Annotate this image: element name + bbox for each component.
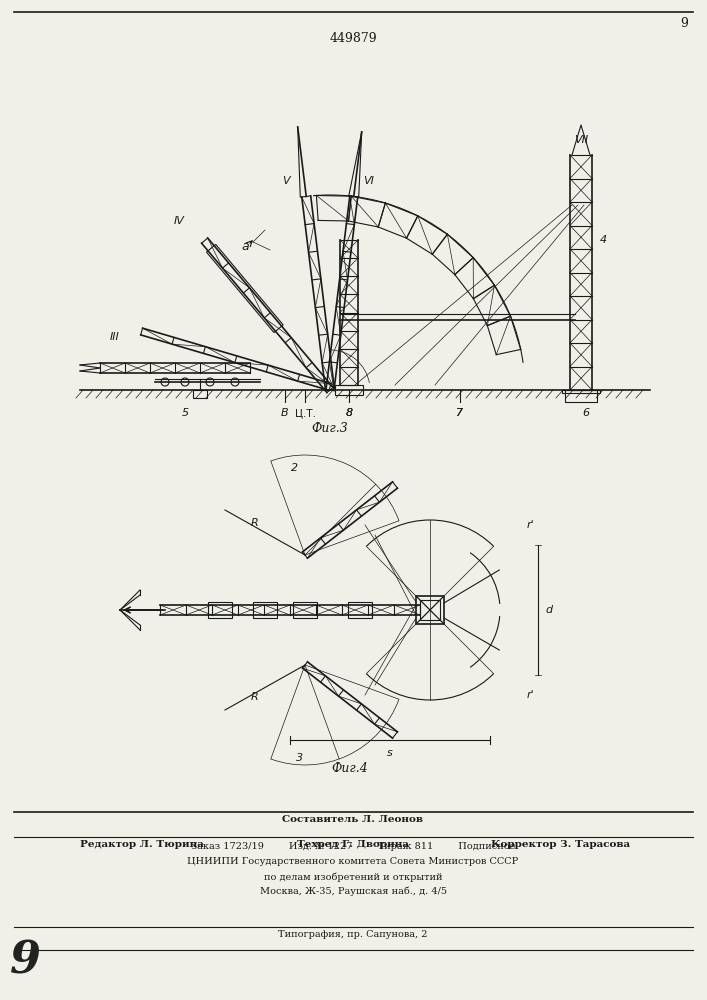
- Text: III: III: [110, 332, 119, 342]
- Text: R: R: [251, 518, 259, 528]
- Bar: [208, 602, 232, 618]
- Text: r': r': [526, 690, 534, 700]
- Text: Составитель Л. Леонов: Составитель Л. Леонов: [283, 815, 423, 824]
- Text: Фиг.3: Фиг.3: [312, 422, 349, 435]
- Text: 7: 7: [457, 408, 464, 418]
- Text: Ц.Т.: Ц.Т.: [295, 408, 315, 418]
- Text: 8: 8: [346, 408, 353, 418]
- Text: VII: VII: [574, 135, 588, 145]
- Text: V: V: [282, 176, 290, 186]
- Text: Техред Г. Дворина: Техред Г. Дворина: [297, 840, 409, 849]
- Text: 6: 6: [583, 408, 590, 418]
- Bar: [193, 390, 207, 398]
- Text: 2: 2: [291, 463, 298, 473]
- Bar: [420, 600, 440, 620]
- Text: $a$: $a$: [240, 240, 250, 253]
- Text: s: s: [387, 748, 393, 758]
- Text: 9: 9: [680, 17, 688, 30]
- Bar: [253, 602, 277, 618]
- Text: Типография, пр. Сапунова, 2: Типография, пр. Сапунова, 2: [279, 930, 428, 939]
- Text: 449879: 449879: [329, 32, 377, 45]
- Bar: [562, 390, 600, 393]
- Bar: [348, 602, 372, 618]
- Text: 4: 4: [600, 235, 607, 245]
- Text: по делам изобретений и открытий: по делам изобретений и открытий: [264, 872, 443, 882]
- Text: Корректор З. Тарасова: Корректор З. Тарасова: [491, 840, 630, 849]
- Bar: [293, 602, 317, 618]
- Text: Заказ 1723/19        Изд. № 1227        Тираж 811        Подписное: Заказ 1723/19 Изд. № 1227 Тираж 811 Подп…: [191, 842, 515, 851]
- Text: IV: IV: [174, 216, 185, 226]
- Bar: [416, 596, 444, 624]
- Text: R: R: [251, 692, 259, 702]
- Text: Москва, Ж-35, Раушская наб., д. 4/5: Москва, Ж-35, Раушская наб., д. 4/5: [259, 887, 447, 896]
- Text: 9: 9: [9, 939, 40, 982]
- Text: Фиг.4: Фиг.4: [332, 762, 368, 775]
- Text: 7: 7: [457, 408, 464, 418]
- Text: 3: 3: [296, 753, 303, 763]
- Bar: [335, 385, 363, 395]
- Text: r': r': [526, 520, 534, 530]
- Bar: [565, 390, 597, 402]
- Text: ЦНИИПИ Государственного комитета Совета Министров СССР: ЦНИИПИ Государственного комитета Совета …: [187, 857, 519, 866]
- Text: B: B: [281, 408, 289, 418]
- Text: VI: VI: [363, 176, 374, 186]
- Text: d: d: [545, 605, 552, 615]
- Text: 5: 5: [182, 408, 189, 418]
- Text: 8: 8: [346, 408, 353, 418]
- Text: Редактор Л. Тюрина: Редактор Л. Тюрина: [80, 840, 204, 849]
